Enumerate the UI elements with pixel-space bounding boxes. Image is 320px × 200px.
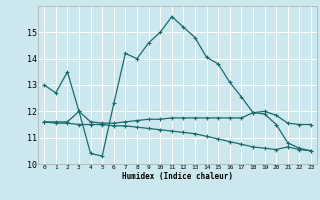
X-axis label: Humidex (Indice chaleur): Humidex (Indice chaleur) [122,172,233,181]
